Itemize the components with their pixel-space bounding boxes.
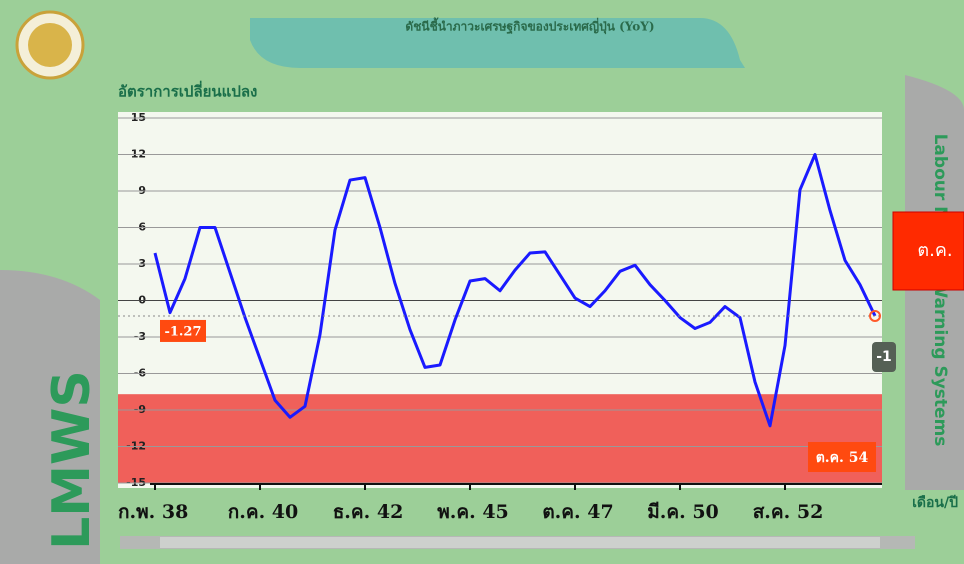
tooltip-box	[872, 342, 896, 372]
x-tick-label: มี.ค. 50	[647, 501, 719, 523]
x-axis-label: เดือน/ปี	[912, 495, 958, 511]
x-tick-label: ส.ค. 52	[753, 501, 824, 523]
logo-core	[28, 23, 72, 67]
scroll-thumb[interactable]	[160, 537, 880, 548]
value-label: -1.27	[164, 324, 201, 339]
x-tick-label: ต.ค. 47	[542, 501, 613, 523]
end-point	[869, 309, 881, 322]
date-box	[808, 442, 876, 472]
left-panel	[0, 270, 100, 564]
x-tick-label: ธ.ค. 42	[333, 501, 404, 523]
tooltip-label: -1	[876, 349, 892, 365]
x-tick-label: ก.พ. 38	[118, 501, 188, 523]
x-tick-label: ก.ค. 40	[228, 501, 299, 523]
warning-band	[118, 394, 882, 483]
date-label: ต.ค. 54	[816, 450, 869, 466]
month-label: ต.ค.	[917, 240, 952, 261]
x-tick-label: พ.ค. 45	[437, 501, 509, 523]
line	[153, 153, 877, 428]
month-box	[892, 211, 964, 291]
y-axis-label: อัตราการเปลี่ยนแปลง	[118, 81, 257, 101]
brand: LMWS	[42, 370, 102, 550]
value-box	[160, 319, 206, 342]
title-tab	[250, 18, 745, 68]
chart-title: ดัชนีชี้นำภาวะเศรษฐกิจของประเทศญี่ปุ่น (…	[405, 17, 654, 35]
